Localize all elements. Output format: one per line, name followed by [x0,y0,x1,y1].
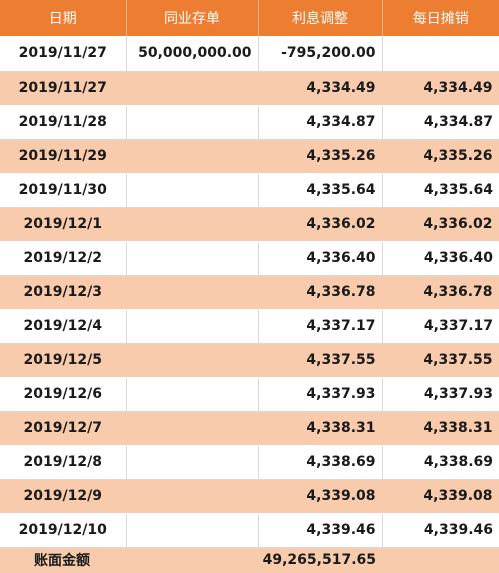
daily-amortization-cell[interactable]: 4,338.69 [382,445,499,480]
interest-adjust-cell[interactable]: 4,335.26 [258,139,383,174]
deposit-cell[interactable] [126,173,259,208]
date-cell[interactable]: 2019/12/10 [0,513,127,548]
daily-amortization-cell[interactable]: 4,336.02 [382,207,499,242]
interest-adjust-cell[interactable]: 4,338.69 [258,445,383,480]
interest-adjust-cell[interactable]: -795,200.00 [258,36,383,72]
date-cell[interactable]: 2019/12/1 [0,207,127,242]
daily-amortization-cell[interactable]: 4,339.46 [382,513,499,548]
table-row: 2019/12/7 4,338.31 4,338.31 [0,411,499,446]
daily-amortization-cell[interactable]: 4,334.87 [382,105,499,140]
date-cell[interactable]: 2019/11/27 [0,71,127,106]
date-cell[interactable]: 2019/12/9 [0,479,127,514]
table-row: 2019/12/3 4,336.78 4,336.78 [0,275,499,310]
daily-amortization-cell[interactable] [382,36,499,72]
interest-adjust-cell[interactable]: 4,336.40 [258,241,383,276]
deposit-cell[interactable] [126,275,259,310]
interest-adjust-cell[interactable]: 4,337.17 [258,309,383,344]
daily-amortization-cell[interactable]: 4,336.40 [382,241,499,276]
header-row: 日期 同业存单 利息调整 每日摊销 [0,0,499,36]
interest-adjust-cell[interactable]: 4,336.02 [258,207,383,242]
daily-amortization-cell[interactable]: 4,335.26 [382,139,499,174]
table-row: 2019/12/5 4,337.55 4,337.55 [0,343,499,378]
book-value-label[interactable]: 账面金额 [0,547,126,573]
daily-amortization-cell[interactable]: 4,339.08 [382,479,499,514]
table-row: 2019/12/1 4,336.02 4,336.02 [0,207,499,242]
interest-adjust-cell[interactable]: 4,336.78 [258,275,383,310]
table-row: 2019/11/29 4,335.26 4,335.26 [0,139,499,174]
deposit-cell[interactable] [126,105,259,140]
table-row: 2019/12/6 4,337.93 4,337.93 [0,377,499,412]
daily-amortization-cell[interactable]: 4,337.55 [382,343,499,378]
table-row: 2019/12/8 4,338.69 4,338.69 [0,445,499,480]
date-cell[interactable]: 2019/12/3 [0,275,127,310]
daily-amortization-cell[interactable]: 4,337.93 [382,377,499,412]
daily-amortization-cell[interactable]: 4,336.78 [382,275,499,310]
interest-adjust-cell[interactable]: 4,335.64 [258,173,383,208]
interest-adjust-cell[interactable]: 4,339.08 [258,479,383,514]
date-cell[interactable]: 2019/11/28 [0,105,127,140]
table-row: 2019/11/27 50,000,000.00 -795,200.00 [0,36,499,72]
table-body: 2019/11/27 50,000,000.00 -795,200.00 2019/1… [0,36,499,548]
date-cell[interactable]: 2019/11/27 [0,36,127,72]
date-cell[interactable]: 2019/11/30 [0,173,127,208]
table-row: 2019/12/4 4,337.17 4,337.17 [0,309,499,344]
footer-row: 账面金额 49,265,517.65 [0,547,499,573]
deposit-cell[interactable] [126,207,259,242]
date-cell[interactable]: 2019/12/8 [0,445,127,480]
table-row: 2019/11/30 4,335.64 4,335.64 [0,173,499,208]
date-cell[interactable]: 2019/12/4 [0,309,127,344]
deposit-cell[interactable]: 50,000,000.00 [126,36,259,72]
deposit-cell[interactable] [126,513,259,548]
interest-adjust-cell[interactable]: 4,334.49 [258,71,383,106]
deposit-cell[interactable] [126,139,259,174]
daily-amortization-cell[interactable]: 4,337.17 [382,309,499,344]
table-row: 2019/11/27 4,334.49 4,334.49 [0,71,499,106]
column-header-daily-amortization[interactable]: 每日摊销 [382,0,499,36]
daily-amortization-cell[interactable]: 4,335.64 [382,173,499,208]
column-header-date[interactable]: 日期 [0,0,127,36]
footer-empty-cell[interactable] [126,547,258,573]
interest-adjust-cell[interactable]: 4,337.93 [258,377,383,412]
column-header-interest-adjust[interactable]: 利息调整 [258,0,383,36]
deposit-cell[interactable] [126,241,259,276]
deposit-cell[interactable] [126,309,259,344]
deposit-cell[interactable] [126,479,259,514]
table-row: 2019/12/10 4,339.46 4,339.46 [0,513,499,548]
date-cell[interactable]: 2019/12/7 [0,411,127,446]
date-cell[interactable]: 2019/12/6 [0,377,127,412]
table-row: 2019/12/9 4,339.08 4,339.08 [0,479,499,514]
date-cell[interactable]: 2019/12/5 [0,343,127,378]
deposit-cell[interactable] [126,343,259,378]
interest-adjust-cell[interactable]: 4,334.87 [258,105,383,140]
interest-adjust-cell[interactable]: 4,337.55 [258,343,383,378]
date-cell[interactable]: 2019/11/29 [0,139,127,174]
deposit-cell[interactable] [126,411,259,446]
table-row: 2019/11/28 4,334.87 4,334.87 [0,105,499,140]
book-value-total[interactable]: 49,265,517.65 [258,547,382,573]
daily-amortization-cell[interactable]: 4,338.31 [382,411,499,446]
deposit-cell[interactable] [126,445,259,480]
deposit-cell[interactable] [126,71,259,106]
date-cell[interactable]: 2019/12/2 [0,241,127,276]
deposit-cell[interactable] [126,377,259,412]
daily-amortization-cell[interactable]: 4,334.49 [382,71,499,106]
table-row: 2019/12/2 4,336.40 4,336.40 [0,241,499,276]
interest-adjust-cell[interactable]: 4,338.31 [258,411,383,446]
footer-empty-cell[interactable] [382,547,499,573]
interest-adjust-cell[interactable]: 4,339.46 [258,513,383,548]
column-header-deposit[interactable]: 同业存单 [126,0,259,36]
